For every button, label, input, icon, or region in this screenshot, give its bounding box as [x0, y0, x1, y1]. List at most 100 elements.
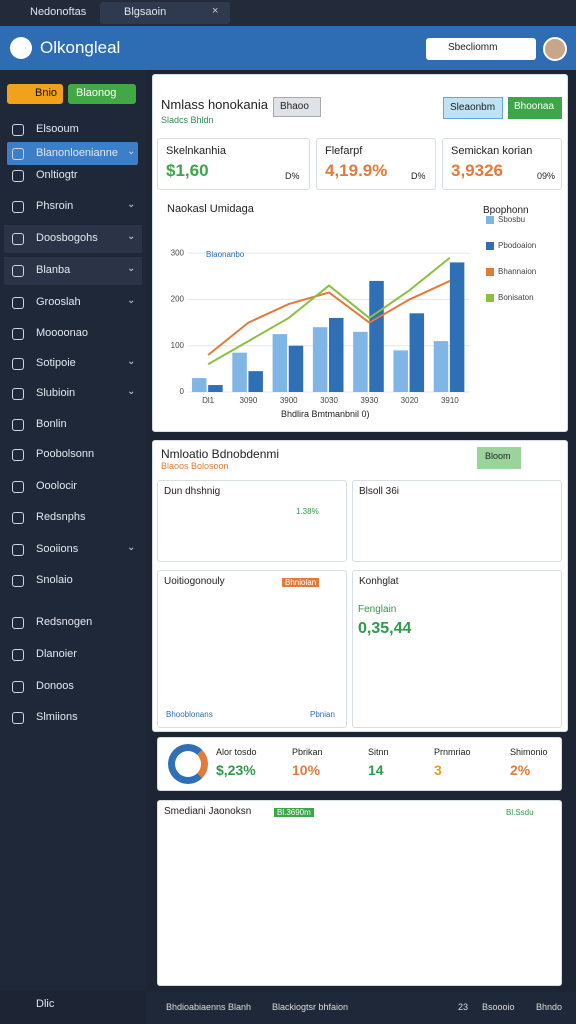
badge-label: Blaonog: [76, 87, 117, 99]
nav-icon: [12, 449, 24, 461]
search[interactable]: Sbecliomm: [426, 38, 536, 60]
active-tab[interactable]: Blgsaoin ×: [100, 2, 230, 24]
footer-left[interactable]: Bhdioabiaenns: [166, 1002, 226, 1012]
y-tick-label: 100: [171, 341, 185, 350]
button-label: Bnio: [35, 87, 58, 99]
bar: [433, 341, 449, 392]
sidebar-footer[interactable]: Dlic: [36, 998, 55, 1010]
stat-label: Prnmriao: [434, 747, 471, 757]
nav-item[interactable]: Sotipoie: [36, 357, 76, 369]
chevron: ⌄: [127, 146, 136, 157]
footer-count: 23: [458, 1002, 469, 1012]
stat-value: $,23%: [216, 762, 256, 778]
nav-icon: [12, 328, 24, 340]
bar: [393, 350, 408, 392]
nav-icon: [12, 617, 24, 629]
bar: [272, 334, 288, 392]
nav-item[interactable]: Phsroin: [36, 200, 74, 212]
nav-item[interactable]: Slmiions: [36, 711, 78, 723]
chart-title: Naokasl Umidaga: [167, 203, 254, 215]
nav-icon: [12, 297, 24, 309]
nav-item[interactable]: Blanonloenianne: [36, 147, 118, 159]
panel-subtitle: Sladcs Bhldn: [161, 115, 214, 125]
action[interactable]: Bhoonaa: [508, 97, 562, 119]
x-tick-label: 3090: [240, 396, 258, 405]
legend-label: Sbosbu: [498, 215, 525, 224]
nav-item[interactable]: Snolaio: [36, 574, 73, 586]
tab-title[interactable]: Nedonoftas: [30, 6, 87, 18]
tag: 1.38%: [296, 507, 319, 516]
nav-item[interactable]: Sooiions: [36, 543, 79, 555]
chart-card: Blsoll 36i: [352, 480, 562, 562]
chevron: ⌄: [127, 199, 136, 210]
panel-subtitle: Blaoos Bolosoon: [161, 461, 229, 471]
stat-label: Alor tosdo: [216, 747, 257, 757]
chart-title: Dun dhshnig: [164, 486, 221, 497]
legend-swatch: [486, 216, 494, 224]
nav-item[interactable]: Grooslah: [36, 296, 81, 308]
close[interactable]: ×: [212, 5, 219, 17]
button[interactable]: Bhaoo: [273, 97, 321, 117]
nav-item[interactable]: Redsnphs: [36, 511, 86, 523]
action-label: Sleaonbm: [450, 102, 496, 113]
legend-label: Bonisaton: [498, 293, 534, 302]
nav-item[interactable]: Poobolsonn: [36, 448, 95, 460]
kpi-label: Flefarpf: [325, 145, 363, 157]
chart-title: Smediani Jaonoksn: [164, 806, 252, 817]
kpi-value: 3,9326: [451, 161, 503, 180]
nav-item[interactable]: Blanba: [36, 264, 71, 276]
nav-icon: [12, 124, 24, 136]
badge-label: Bloom: [485, 451, 511, 461]
nav-item[interactable]: Bonlin: [36, 418, 67, 430]
nav-item[interactable]: Onltiogtr: [36, 169, 78, 181]
button-label: Bhaoo: [280, 101, 309, 112]
badge[interactable]: Blaonog: [68, 84, 136, 104]
header: Olkongleal Sbecliomm: [0, 26, 576, 70]
chart-title: Konhglat: [359, 576, 399, 587]
y-tick-label: 0: [180, 387, 185, 396]
avatar[interactable]: [543, 37, 567, 61]
footer-link[interactable]: Blackiogtsr bhfaion: [272, 1002, 349, 1012]
nav-icon: [12, 170, 24, 182]
nav-icon: [12, 148, 24, 160]
stats-card: [157, 737, 562, 791]
nav-item[interactable]: Dlanoier: [36, 648, 77, 660]
stat-label: Pbrikan: [292, 747, 323, 757]
kpi-label: Semickan korian: [451, 145, 533, 157]
badge[interactable]: Bloom: [477, 447, 521, 469]
tag: Blaonanbo: [206, 250, 245, 259]
panel-title: Nmloatio Bdnobdenmi: [161, 447, 280, 461]
footer-status[interactable]: Blanh: [228, 1002, 252, 1012]
kpi-value: 4,19.9%: [325, 161, 388, 180]
nav-item[interactable]: Redsnogen: [36, 616, 93, 628]
tag: Pbnian: [310, 710, 335, 719]
browser-bar: Nedonoftas Blgsaoin ×: [0, 0, 576, 26]
kpi-note: 09%: [537, 171, 556, 181]
nav-item[interactable]: Slubioin: [36, 387, 76, 399]
big-value: 0,35,44: [358, 620, 412, 637]
bar: [312, 327, 328, 392]
nav-item[interactable]: Ooolocir: [36, 480, 77, 492]
x-tick-label: 3020: [401, 396, 419, 405]
action[interactable]: Sleaonbm: [443, 97, 503, 119]
stat-value: 3: [434, 762, 442, 778]
sidebar-button[interactable]: Bnio: [7, 84, 63, 104]
search-text: Sbecliomm: [448, 42, 498, 53]
bar: [288, 345, 304, 392]
nav-item[interactable]: Donoos: [36, 680, 74, 692]
chart-title: Uoitiogonouly: [164, 576, 225, 587]
footer-right[interactable]: Bsoooio: [482, 1002, 515, 1012]
nav-item[interactable]: Elsooum: [36, 123, 79, 135]
y-tick-label: 200: [171, 295, 185, 304]
item-bg: [4, 257, 142, 285]
footer-right[interactable]: Bhndo: [536, 1002, 563, 1012]
bar: [192, 378, 207, 392]
tag: Bhooblonans: [166, 710, 213, 719]
nav-icon: [12, 358, 24, 370]
app-title: Olkongleal: [40, 38, 121, 57]
stat-value: 2%: [510, 762, 531, 778]
nav-item[interactable]: Doosbogohs: [36, 232, 98, 244]
kpi-label: Skelnkanhia: [166, 145, 226, 157]
legend-label: Pbodoaion: [498, 241, 536, 250]
nav-item[interactable]: Moooonao: [36, 327, 88, 339]
